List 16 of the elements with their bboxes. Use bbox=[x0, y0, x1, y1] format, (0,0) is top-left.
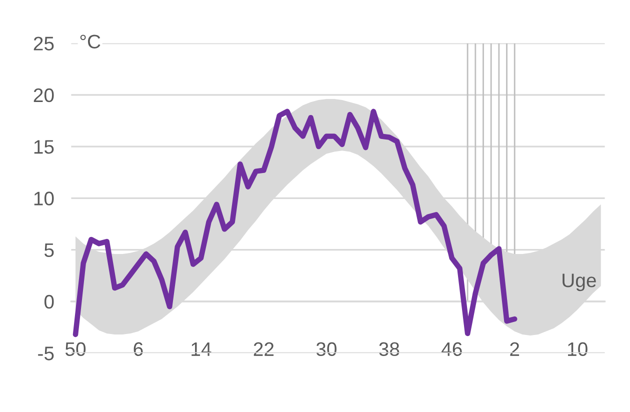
x-tick-label: 38 bbox=[379, 342, 400, 356]
y-tick-label: 20 bbox=[34, 88, 54, 102]
y-tick-label: 5 bbox=[44, 243, 54, 258]
y-tick-label: 15 bbox=[34, 140, 54, 154]
y-tick-label: -5 bbox=[38, 346, 54, 360]
y-tick-label: 25 bbox=[34, 36, 54, 50]
y-axis-title: °C bbox=[80, 34, 100, 48]
x-axis-title: Uge bbox=[562, 274, 596, 292]
x-tick-label: 22 bbox=[254, 342, 274, 356]
y-tick-label: 10 bbox=[34, 192, 54, 206]
x-tick-label: 10 bbox=[568, 342, 588, 356]
x-tick-label: 2 bbox=[510, 342, 520, 356]
x-tick-label: 6 bbox=[134, 342, 143, 356]
x-tick-label: 30 bbox=[316, 342, 336, 356]
x-tick-label: 50 bbox=[65, 342, 86, 356]
y-tick-label: 0 bbox=[44, 294, 54, 309]
